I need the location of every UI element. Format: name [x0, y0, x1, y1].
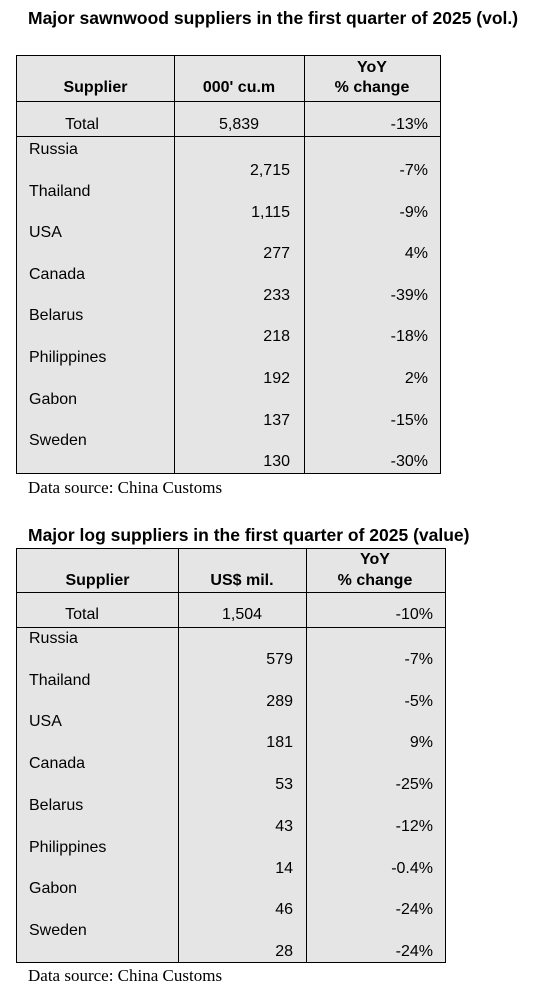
supplier-yoy: -24% — [395, 901, 433, 919]
supplier-name: Gabon — [29, 880, 78, 898]
supplier-value: 43 — [275, 817, 293, 835]
supplier-yoy: -24% — [395, 942, 433, 960]
total-value: 5,839 — [218, 116, 260, 133]
column-divider — [178, 549, 179, 962]
supplier-value: 14 — [275, 859, 293, 877]
supplier-value: 28 — [275, 942, 293, 960]
supplier-yoy: 2% — [404, 370, 428, 387]
header-value: US$ mil. — [210, 572, 274, 589]
supplier-value: 137 — [263, 411, 290, 429]
supplier-name: Thailand — [29, 671, 91, 689]
supplier-yoy: -15% — [390, 411, 428, 429]
supplier-name: Philippines — [29, 349, 107, 366]
total-row: Total 5,839 -13% — [17, 102, 440, 137]
supplier-yoy: -18% — [390, 328, 428, 346]
header-yoy-line1: YoY — [360, 551, 390, 568]
header-supplier: Supplier — [65, 572, 130, 589]
header-yoy-line1: YoY — [357, 59, 387, 76]
supplier-name: Russia — [29, 630, 78, 647]
supplier-name: USA — [29, 224, 62, 242]
supplier-yoy: -7% — [404, 651, 433, 668]
supplier-value: 579 — [266, 651, 293, 668]
supplier-yoy: -39% — [390, 286, 428, 304]
supplier-value: 181 — [266, 734, 293, 752]
header-volume: 000' cu.m — [202, 79, 276, 96]
total-row: Total 1,504 -10% — [17, 593, 445, 628]
header-yoy-line2: % change — [337, 572, 413, 589]
total-label: Total — [65, 606, 99, 623]
supplier-value: 289 — [266, 692, 293, 710]
supplier-name: Thailand — [29, 182, 91, 200]
header-supplier: Supplier — [63, 79, 128, 96]
supplier-yoy: -25% — [395, 776, 433, 794]
supplier-value: 277 — [263, 245, 290, 263]
supplier-yoy: -5% — [404, 692, 433, 710]
supplier-value: 218 — [263, 328, 290, 346]
column-divider — [304, 56, 305, 473]
supplier-name: Belarus — [29, 307, 84, 325]
supplier-yoy: 4% — [404, 245, 428, 263]
supplier-value: 2,715 — [249, 162, 290, 179]
supplier-yoy: -7% — [399, 162, 428, 179]
column-divider — [174, 56, 175, 473]
supplier-name: Gabon — [29, 390, 78, 408]
supplier-yoy: -9% — [399, 203, 428, 221]
supplier-value: 1,115 — [251, 203, 290, 221]
supplier-yoy: -0.4% — [391, 859, 433, 877]
supplier-yoy: -12% — [395, 817, 433, 835]
log-table-title: Major log suppliers in the first quarter… — [28, 525, 470, 545]
supplier-value: 130 — [263, 453, 290, 471]
supplier-yoy: -30% — [390, 453, 428, 471]
data-source-note: Data source: China Customs — [28, 478, 223, 497]
supplier-value: 192 — [263, 370, 290, 387]
total-label: Total — [65, 116, 99, 133]
supplier-name: Canada — [29, 265, 86, 283]
header-yoy-line2: % change — [334, 79, 410, 96]
supplier-value: 233 — [263, 286, 290, 304]
column-divider — [306, 549, 307, 962]
total-yoy: -10% — [395, 606, 433, 623]
supplier-value: 46 — [275, 901, 293, 919]
supplier-name: Sweden — [29, 921, 87, 939]
total-value: 1,504 — [221, 606, 263, 623]
log-suppliers-table: Supplier US$ mil. YoY % change Total 1,5… — [16, 548, 446, 963]
total-yoy: -13% — [390, 116, 428, 133]
supplier-name: Russia — [29, 141, 78, 158]
sawnwood-suppliers-table: Supplier 000' cu.m YoY % change Total 5,… — [16, 55, 441, 474]
supplier-name: Sweden — [29, 432, 87, 450]
table-header-row: Supplier US$ mil. YoY % change — [17, 549, 445, 593]
supplier-value: 53 — [275, 776, 293, 794]
supplier-name: Canada — [29, 755, 86, 773]
supplier-name: USA — [29, 713, 62, 731]
sawnwood-table-title: Major sawnwood suppliers in the first qu… — [28, 8, 519, 28]
supplier-yoy: 9% — [409, 734, 433, 752]
supplier-name: Belarus — [29, 796, 84, 814]
supplier-name: Philippines — [29, 838, 107, 856]
data-source-note: Data source: China Customs — [28, 966, 223, 985]
table-header-row: Supplier 000' cu.m YoY % change — [17, 56, 440, 102]
